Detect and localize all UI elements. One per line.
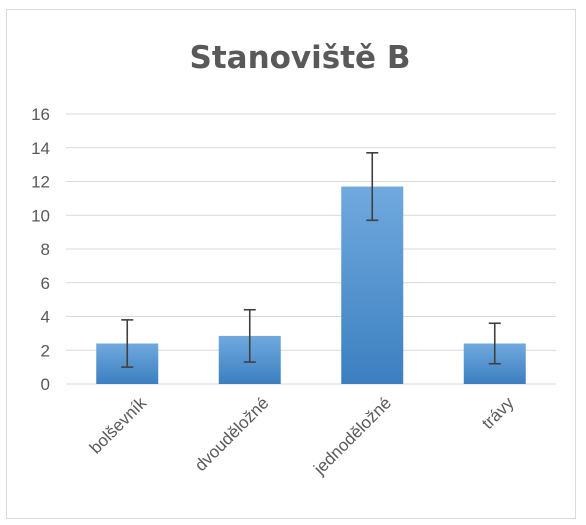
y-tick-label: 10: [31, 206, 50, 225]
y-axis-ticks: 0 2 4 6 8 10 12 14 16: [31, 105, 50, 394]
y-tick-label: 14: [31, 139, 50, 158]
error-bar-1: [243, 308, 256, 363]
y-tick-label: 8: [41, 240, 50, 259]
y-tick-label: 2: [41, 341, 50, 360]
y-tick-label: 6: [41, 274, 50, 293]
error-bar-2: [366, 152, 379, 222]
y-tick-label: 4: [41, 308, 50, 327]
y-tick-label: 0: [41, 375, 50, 394]
x-tick-label: bolševník: [86, 393, 151, 458]
error-bars: [121, 152, 501, 368]
y-tick-label: 16: [31, 105, 50, 124]
chart-title: Stanoviště B: [190, 40, 411, 76]
x-tick-label: dvouděložné: [191, 393, 273, 475]
error-bar-3: [488, 322, 501, 365]
x-tick-label: trávy: [478, 393, 518, 433]
bars: [96, 186, 526, 384]
x-axis-labels: bolševník dvouděložné jednoděložné trávy: [86, 393, 518, 479]
error-bar-0: [121, 319, 134, 368]
x-tick-label: jednoděložné: [309, 393, 395, 479]
y-tick-label: 12: [31, 173, 50, 192]
chart-frame: [6, 9, 576, 519]
